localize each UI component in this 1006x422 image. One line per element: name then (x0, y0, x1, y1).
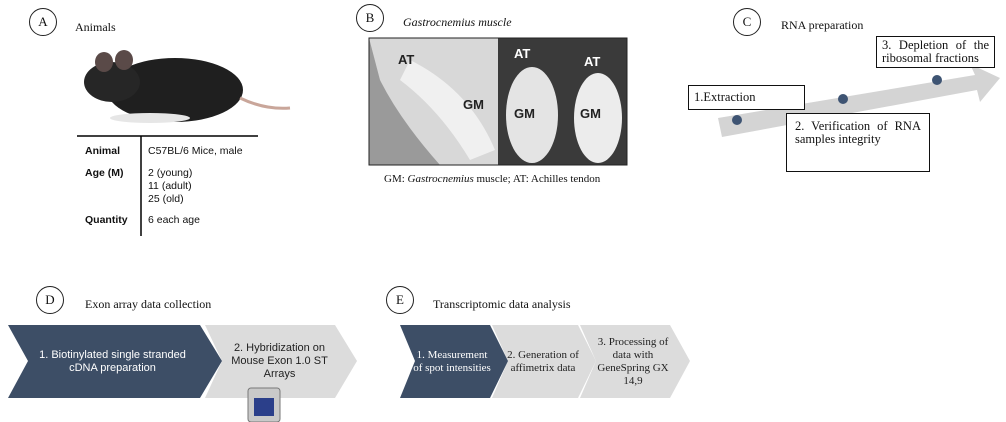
photo-label: AT (398, 52, 415, 67)
row-value: 11 (adult) (148, 180, 192, 192)
muscle-photo (368, 37, 628, 166)
panel-title: RNA preparation (781, 18, 864, 32)
step-text: 1. Biotinylated single stranded cDNA pre… (39, 348, 186, 374)
photo-label: GM (514, 106, 535, 121)
row-label: Age (M) (85, 167, 124, 179)
step-text: 2. Generation of affimetrix data (507, 348, 579, 374)
step-dot (732, 115, 742, 125)
caption-part: Gastrocnemius (407, 173, 474, 185)
panel-label: B (356, 4, 384, 32)
chevron (205, 325, 357, 398)
row-label: Quantity (85, 214, 128, 226)
row-value: C57BL/6 Mice, male (148, 145, 243, 157)
row-label: Animal (85, 145, 121, 157)
step-dot (838, 94, 848, 104)
panel-title: Transcriptomic data analysis (433, 297, 571, 311)
array-chip (247, 387, 281, 422)
photo-label: AT (514, 46, 531, 61)
step-text: 1. Measurement of spot intensities (413, 348, 491, 374)
step-box: 3. Depletion of the ribosomal fractions (876, 36, 995, 68)
panel-label: A (29, 8, 57, 36)
panel-title: Gastrocnemius muscle (403, 15, 512, 29)
panel-label: D (36, 286, 64, 314)
photo-label: GM (580, 106, 601, 121)
chevron (400, 325, 508, 398)
caption-part: muscle; AT: Achilles tendon (473, 173, 601, 185)
chevron (492, 325, 596, 398)
row-value: 25 (old) (148, 193, 184, 205)
photo-label: GM (463, 97, 484, 112)
photo-label: AT (584, 54, 601, 69)
row-value: 2 (young) (148, 167, 193, 179)
chevron (580, 325, 690, 398)
caption: GM: Gastrocnemius muscle; AT: Achilles t… (384, 172, 600, 186)
step-dot (932, 75, 942, 85)
mouse-image (84, 50, 291, 123)
chevron (8, 325, 222, 398)
row-value: 6 each age (148, 214, 200, 226)
panel-label: C (733, 8, 761, 36)
step-box: 2. Verification of RNA samples integrity (786, 113, 930, 172)
step-text: 3. Processing of data with GeneSpring GX… (597, 335, 669, 387)
panel-title: Exon array data collection (85, 297, 212, 311)
panel-title: Animals (75, 20, 116, 34)
step-box: 1.Extraction (688, 85, 805, 110)
panel-label: E (386, 286, 414, 314)
caption-part: GM: (384, 173, 408, 185)
step-text: 2. Hybridization on Mouse Exon 1.0 ST Ar… (231, 342, 328, 380)
